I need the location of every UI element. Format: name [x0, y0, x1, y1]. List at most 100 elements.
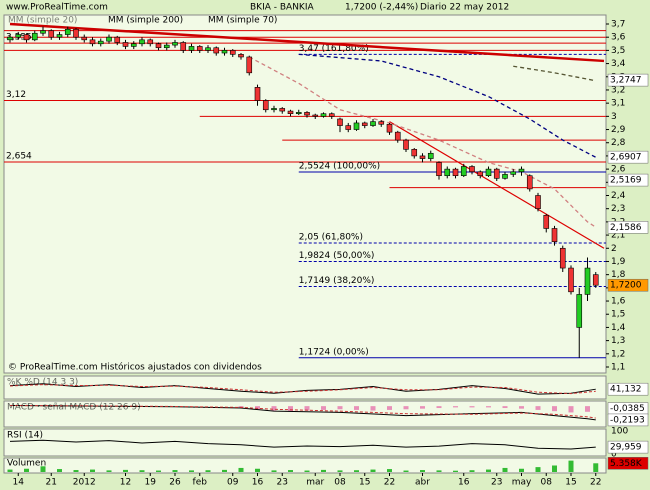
candle-body [543, 214, 550, 229]
panel-bar [123, 469, 128, 472]
price-tag: 2,5169 [610, 176, 642, 186]
panel-bar [552, 406, 557, 412]
candle-body [295, 112, 302, 115]
panel-title: %K %D (14 3 3) [7, 378, 78, 388]
candle-body [130, 43, 137, 47]
candle-body [394, 131, 401, 141]
y-tick-label: 2,4 [611, 191, 626, 201]
panel-bar [354, 470, 359, 472]
panel-title: Volumen [7, 459, 46, 469]
candle-body [238, 54, 244, 58]
panel-bar [321, 469, 326, 472]
panel-tick-label: 100 [611, 427, 628, 437]
y-tick-label: 1,1 [611, 363, 625, 373]
fib-label: 2,5524 (100,00%) [299, 162, 380, 172]
panel-bar [90, 469, 95, 472]
price-tag: 2,1586 [610, 223, 642, 233]
y-tick-label: 2,3 [611, 204, 625, 214]
y-tick-label: 3,6 [611, 33, 626, 43]
price-tag: 1,7200 [610, 281, 642, 291]
panel-bar [568, 406, 574, 413]
period: Diario 22 may 2012 [420, 3, 509, 13]
fib-label: 1,7149 (38,20%) [299, 276, 375, 286]
candle-body [106, 36, 112, 42]
candle-body [502, 174, 508, 179]
x-tick-label: feb [193, 478, 208, 488]
panel-bar [585, 406, 590, 412]
y-tick-label: 3,5 [611, 46, 625, 56]
candle-body [370, 121, 376, 126]
candle-body [337, 118, 343, 126]
panel-title: MACD · señal MACD (12 26 9) [7, 403, 141, 413]
panel-bar [139, 470, 145, 472]
panel-bar [255, 468, 260, 472]
panel-bar [420, 470, 425, 472]
panel-bar [73, 470, 79, 472]
candle-body [518, 168, 525, 173]
panel-bar [486, 469, 491, 472]
x-tick-label: 22 [384, 478, 395, 488]
x-tick-label: 14 [13, 478, 25, 488]
panel-bar [502, 467, 508, 472]
candle-body [568, 267, 574, 293]
panel-bar [57, 469, 62, 472]
candle-body [419, 155, 426, 159]
panel-bar [453, 406, 458, 408]
y-tick-label: 1,6 [611, 297, 626, 307]
candle-body [328, 113, 335, 117]
panel-bar [469, 406, 475, 408]
panel-title: RSI (14) [7, 431, 43, 441]
candle-body [287, 110, 294, 115]
x-tick-label: 22 [590, 478, 601, 488]
x-tick-label: 23 [491, 478, 502, 488]
panel-bar [502, 406, 508, 409]
panel-tick-label: 0 [611, 450, 617, 460]
candle-body [345, 125, 352, 130]
panel-bar [172, 470, 178, 472]
trendline [389, 121, 605, 249]
moving-average [248, 56, 597, 228]
candle-body [312, 114, 319, 117]
y-tick-label: 3 [611, 112, 617, 122]
footer-note: © ProRealTime.com Históricos ajustados c… [8, 362, 262, 373]
candle-body [205, 47, 211, 51]
candle-body [89, 39, 96, 45]
x-tick-label: 16 [252, 478, 264, 488]
price-tag-box [607, 278, 649, 292]
panel-bar [387, 469, 392, 472]
quote: 1,7200 (-2,44%) [345, 3, 418, 13]
x-tick-label: may [512, 478, 532, 488]
y-tick-label: 1,5 [611, 310, 625, 320]
panel-bar [354, 406, 359, 410]
price-tag: 2,6907 [610, 153, 642, 163]
price-tag: -0,2193 [610, 415, 645, 425]
panel-bar [189, 470, 194, 472]
candle-body [584, 267, 591, 295]
candle-body [304, 112, 310, 116]
legend-entry: MM (simple 200) [108, 16, 183, 26]
x-tick-label: 19 [145, 478, 157, 488]
panel-bar [593, 463, 599, 472]
price-tag: -0,0385 [610, 404, 645, 414]
candle-body [510, 171, 517, 175]
candle-body [97, 40, 104, 45]
macd-panel [3, 400, 607, 428]
panel-bar [271, 470, 277, 472]
candle-body [262, 100, 269, 111]
price-tag-box [607, 73, 649, 87]
y-tick-label: 2 [611, 244, 617, 254]
candle-body [221, 50, 228, 54]
panel-bar [156, 470, 161, 472]
y-tick-label: 2,6 [611, 165, 626, 175]
candle-body [526, 175, 533, 190]
candle-body [40, 30, 46, 34]
x-tick-label: abr [415, 478, 430, 488]
candle-body [320, 113, 327, 117]
panel-bar [271, 406, 277, 411]
candle-body [7, 36, 13, 41]
candle-body [122, 42, 129, 47]
trendline [9, 22, 605, 63]
x-tick-label: 16 [458, 478, 470, 488]
candle-body [56, 34, 63, 38]
